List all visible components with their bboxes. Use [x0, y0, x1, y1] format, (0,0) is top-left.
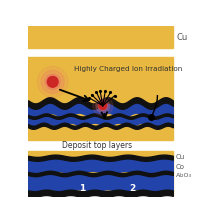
Bar — [28, 26, 173, 48]
Circle shape — [45, 74, 60, 90]
Text: Highly Charged Ion Irradiation: Highly Charged Ion Irradiation — [74, 66, 182, 72]
Text: Al₂O₃: Al₂O₃ — [176, 173, 192, 178]
Circle shape — [99, 102, 107, 110]
Text: Co: Co — [176, 163, 185, 170]
Text: Cu: Cu — [177, 33, 188, 42]
Text: Deposit top layers: Deposit top layers — [62, 141, 132, 150]
Text: 2: 2 — [129, 184, 135, 192]
Circle shape — [93, 96, 113, 116]
Circle shape — [37, 66, 68, 97]
Circle shape — [41, 70, 64, 93]
Text: 1: 1 — [79, 184, 85, 192]
Circle shape — [96, 99, 110, 113]
Circle shape — [47, 77, 58, 87]
Text: Cu: Cu — [176, 154, 185, 160]
Circle shape — [98, 101, 107, 110]
Bar — [28, 57, 173, 140]
Bar — [28, 151, 173, 196]
